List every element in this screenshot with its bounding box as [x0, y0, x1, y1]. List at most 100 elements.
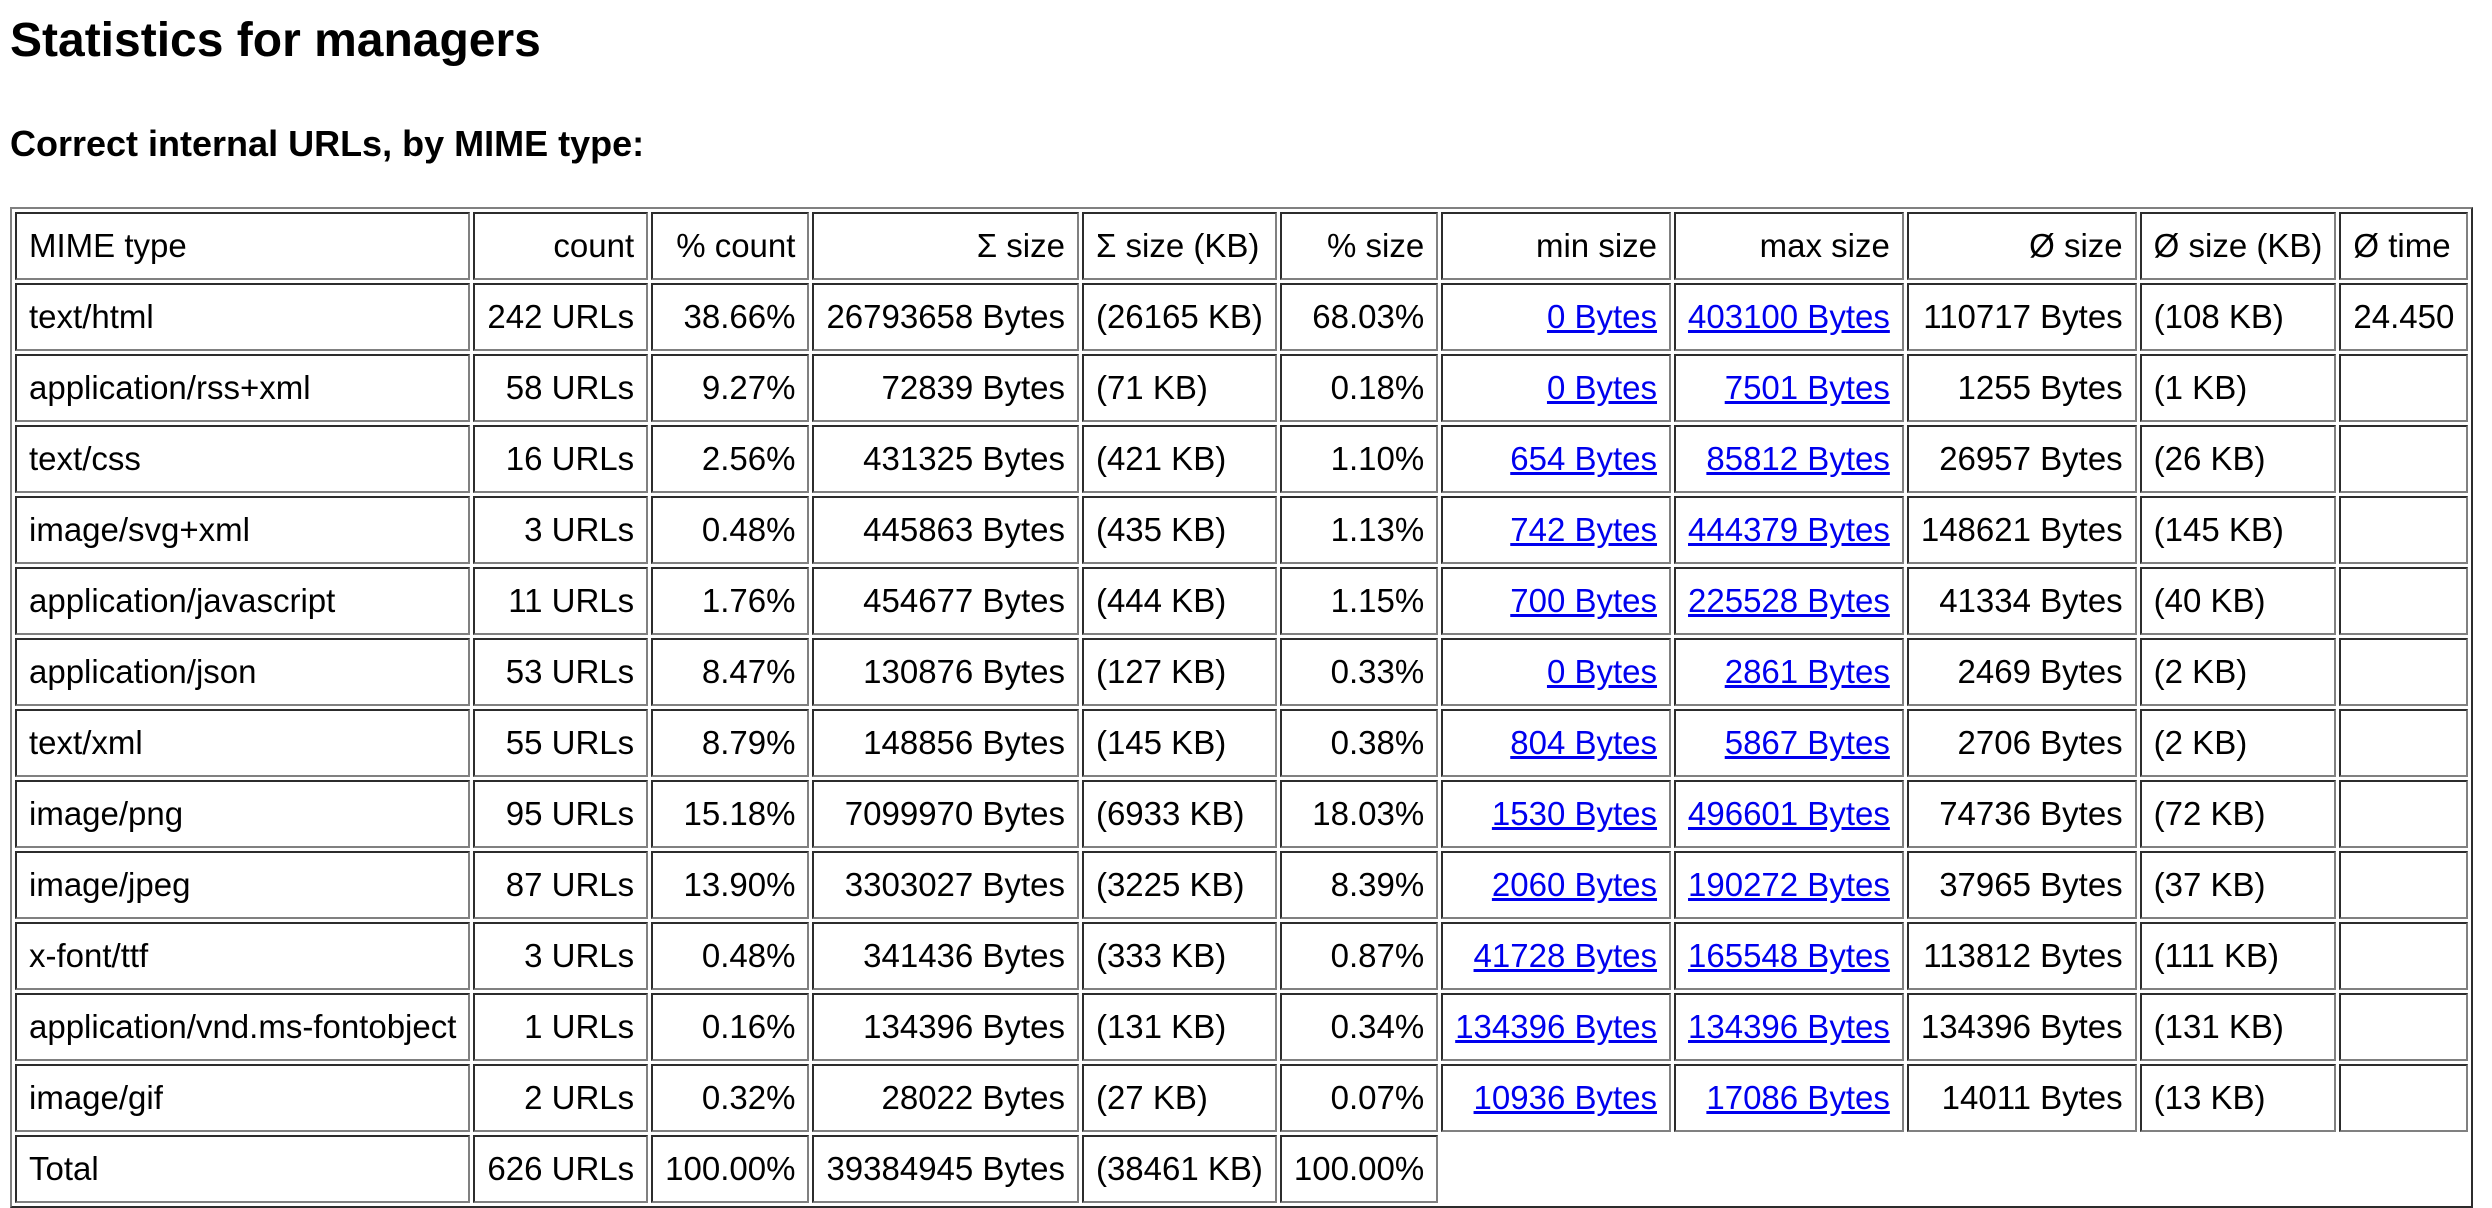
cell-size-kb: (3225 KB) — [1081, 851, 1277, 919]
cell-size: 3303027 Bytes — [812, 851, 1079, 919]
cell-size-kb: (435 KB) — [1081, 496, 1277, 564]
cell-avg-time — [2339, 780, 2469, 848]
cell-size: 26793658 Bytes — [812, 283, 1079, 351]
total-pct-size: 100.00% — [1279, 1135, 1439, 1203]
max-size-link[interactable]: 403100 Bytes — [1688, 298, 1890, 335]
cell-min-size: 0 Bytes — [1441, 283, 1672, 351]
table-row: image/png 95 URLs 15.18% 7099970 Bytes (6933… — [15, 780, 2469, 848]
cell-mime-type: image/gif — [15, 1064, 471, 1132]
cell-avg-time — [2339, 851, 2469, 919]
max-size-link[interactable]: 5867 Bytes — [1724, 724, 1890, 761]
cell-avg-size-kb: (13 KB) — [2139, 1064, 2337, 1132]
total-row: Total 626 URLs 100.00% 39384945 Bytes (3… — [15, 1135, 2468, 1203]
max-size-link[interactable]: 225528 Bytes — [1688, 582, 1890, 619]
cell-avg-size: 2706 Bytes — [1906, 709, 2137, 777]
cell-avg-size-kb: (1 KB) — [2139, 354, 2337, 422]
cell-pct-count: 0.48% — [651, 922, 810, 990]
min-size-link[interactable]: 0 Bytes — [1546, 369, 1658, 406]
total-label: Total — [15, 1135, 471, 1203]
cell-avg-size: 113812 Bytes — [1906, 922, 2137, 990]
cell-max-size: 2861 Bytes — [1674, 638, 1904, 706]
min-size-link[interactable]: 1530 Bytes — [1491, 795, 1658, 832]
max-size-link[interactable]: 444379 Bytes — [1688, 511, 1890, 548]
cell-size: 134396 Bytes — [812, 993, 1079, 1061]
cell-avg-size: 74736 Bytes — [1906, 780, 2137, 848]
cell-size-kb: (6933 KB) — [1081, 780, 1277, 848]
cell-avg-size: 37965 Bytes — [1906, 851, 2137, 919]
cell-size: 341436 Bytes — [812, 922, 1079, 990]
cell-min-size: 0 Bytes — [1441, 638, 1672, 706]
mime-stats-table: MIME type count % count Σ size Σ size (K… — [10, 207, 2474, 1208]
max-size-link[interactable]: 7501 Bytes — [1724, 369, 1890, 406]
cell-avg-size: 110717 Bytes — [1906, 283, 2137, 351]
cell-mime-type: text/xml — [15, 709, 471, 777]
min-size-link[interactable]: 700 Bytes — [1510, 582, 1658, 619]
cell-pct-count: 9.27% — [651, 354, 810, 422]
cell-pct-count: 15.18% — [651, 780, 810, 848]
cell-pct-size: 0.87% — [1279, 922, 1439, 990]
cell-min-size: 2060 Bytes — [1441, 851, 1672, 919]
col-header-mime-type: MIME type — [15, 212, 471, 280]
table-row: text/html 242 URLs 38.66% 26793658 Bytes (26… — [15, 283, 2469, 351]
cell-avg-size: 14011 Bytes — [1906, 1064, 2137, 1132]
cell-avg-size: 148621 Bytes — [1906, 496, 2137, 564]
total-empty-cell — [1441, 1135, 2468, 1203]
cell-count: 2 URLs — [473, 1064, 649, 1132]
cell-pct-count: 0.48% — [651, 496, 810, 564]
cell-size-kb: (444 KB) — [1081, 567, 1277, 635]
cell-avg-size-kb: (2 KB) — [2139, 638, 2337, 706]
total-count: 626 URLs — [473, 1135, 649, 1203]
cell-size-kb: (71 KB) — [1081, 354, 1277, 422]
min-size-link[interactable]: 2060 Bytes — [1491, 866, 1658, 903]
max-size-link[interactable]: 17086 Bytes — [1706, 1079, 1890, 1116]
cell-size-kb: (27 KB) — [1081, 1064, 1277, 1132]
cell-avg-time: 24.450 — [2339, 283, 2469, 351]
cell-max-size: 85812 Bytes — [1674, 425, 1904, 493]
cell-min-size: 742 Bytes — [1441, 496, 1672, 564]
cell-pct-count: 0.16% — [651, 993, 810, 1061]
cell-min-size: 41728 Bytes — [1441, 922, 1672, 990]
cell-avg-size-kb: (40 KB) — [2139, 567, 2337, 635]
cell-pct-size: 68.03% — [1279, 283, 1439, 351]
min-size-link[interactable]: 0 Bytes — [1546, 298, 1658, 335]
cell-max-size: 403100 Bytes — [1674, 283, 1904, 351]
cell-size: 28022 Bytes — [812, 1064, 1079, 1132]
cell-max-size: 17086 Bytes — [1674, 1064, 1904, 1132]
min-size-link[interactable]: 0 Bytes — [1546, 653, 1658, 690]
cell-mime-type: application/javascript — [15, 567, 471, 635]
cell-max-size: 225528 Bytes — [1674, 567, 1904, 635]
max-size-link[interactable]: 134396 Bytes — [1688, 1008, 1890, 1045]
max-size-link[interactable]: 496601 Bytes — [1688, 795, 1890, 832]
min-size-link[interactable]: 654 Bytes — [1510, 440, 1658, 477]
col-header-size-kb: Σ size (KB) — [1081, 212, 1277, 280]
cell-avg-size-kb: (131 KB) — [2139, 993, 2337, 1061]
cell-pct-count: 38.66% — [651, 283, 810, 351]
min-size-link[interactable]: 742 Bytes — [1510, 511, 1658, 548]
cell-size: 7099970 Bytes — [812, 780, 1079, 848]
max-size-link[interactable]: 85812 Bytes — [1706, 440, 1890, 477]
cell-pct-count: 2.56% — [651, 425, 810, 493]
cell-mime-type: application/json — [15, 638, 471, 706]
cell-pct-count: 0.32% — [651, 1064, 810, 1132]
cell-size: 431325 Bytes — [812, 425, 1079, 493]
cell-count: 11 URLs — [473, 567, 649, 635]
cell-mime-type: application/vnd.ms-fontobject — [15, 993, 471, 1061]
min-size-link[interactable]: 10936 Bytes — [1473, 1079, 1658, 1116]
min-size-link[interactable]: 804 Bytes — [1510, 724, 1658, 761]
cell-avg-size-kb: (72 KB) — [2139, 780, 2337, 848]
cell-avg-time — [2339, 1064, 2469, 1132]
max-size-link[interactable]: 165548 Bytes — [1688, 937, 1890, 974]
table-row: application/json 53 URLs 8.47% 130876 Bytes… — [15, 638, 2469, 706]
cell-avg-size-kb: (26 KB) — [2139, 425, 2337, 493]
cell-avg-size-kb: (145 KB) — [2139, 496, 2337, 564]
max-size-link[interactable]: 190272 Bytes — [1688, 866, 1890, 903]
table-row: application/javascript 11 URLs 1.76% 454677… — [15, 567, 2469, 635]
max-size-link[interactable]: 2861 Bytes — [1724, 653, 1890, 690]
min-size-link[interactable]: 134396 Bytes — [1455, 1008, 1658, 1045]
cell-min-size: 654 Bytes — [1441, 425, 1672, 493]
min-size-link[interactable]: 41728 Bytes — [1473, 937, 1658, 974]
cell-size-kb: (26165 KB) — [1081, 283, 1277, 351]
cell-avg-time — [2339, 993, 2469, 1061]
table-row: application/vnd.ms-fontobject 1 URLs 0.16%… — [15, 993, 2469, 1061]
cell-pct-size: 1.15% — [1279, 567, 1439, 635]
